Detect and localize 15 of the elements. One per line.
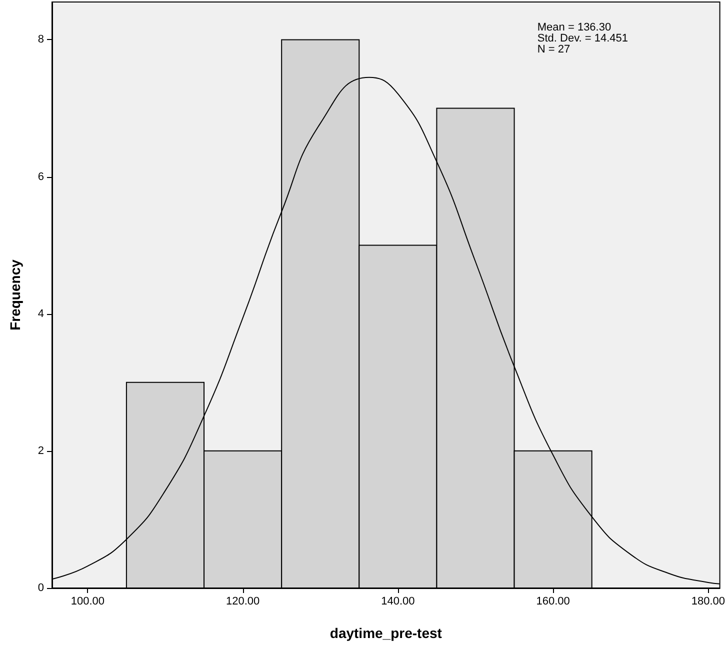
x-tick-label: 160.00 <box>536 596 570 608</box>
annotation: N = 27 <box>537 44 570 56</box>
annotation: Mean = 136.30 <box>537 22 612 34</box>
annotation: Std. Dev. = 14.451 <box>537 32 628 44</box>
y-tick-label: 0 <box>38 582 44 594</box>
y-tick-label: 4 <box>38 308 44 320</box>
y-axis-title: Frequency <box>7 259 23 330</box>
x-tick-label: 180.00 <box>691 596 726 608</box>
x-axis-title: daytime_pre-test <box>330 625 442 641</box>
x-tick-label: 100.00 <box>70 596 105 608</box>
x-tick-label: 120.00 <box>226 596 260 608</box>
y-tick-label: 2 <box>38 444 44 457</box>
x-tick-label: 140.00 <box>381 596 415 608</box>
y-tick-label: 6 <box>38 170 44 183</box>
y-tick-label: 8 <box>38 34 44 46</box>
